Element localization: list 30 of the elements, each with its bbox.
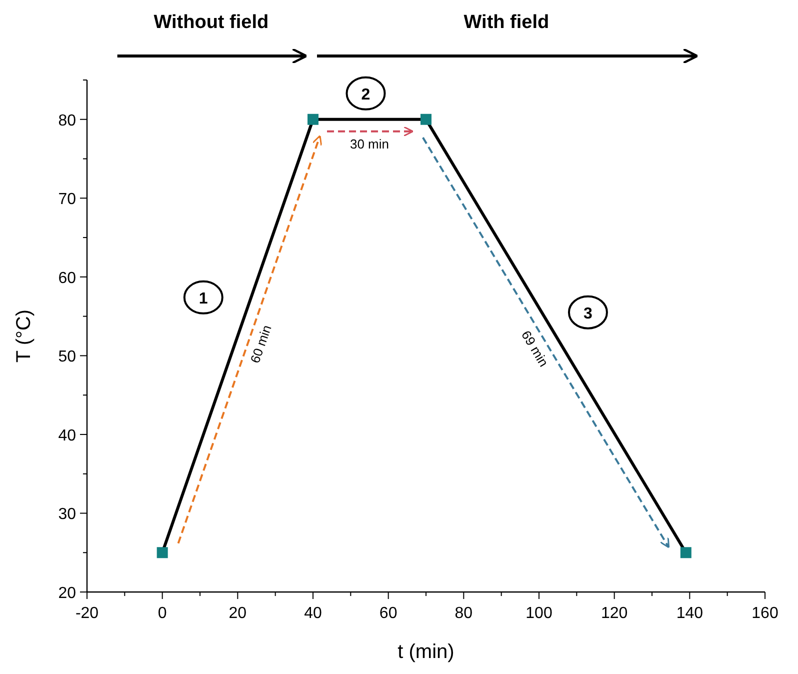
x-tick-label: 20 <box>228 605 247 622</box>
x-tick-label: -20 <box>75 605 99 622</box>
x-tick-label: 40 <box>304 605 322 622</box>
y-tick-label: 20 <box>58 585 76 602</box>
y-tick-label: 50 <box>58 348 76 366</box>
annotation: 69 min <box>518 328 552 370</box>
annotation: 60 min <box>247 323 274 365</box>
y-tick-label: 80 <box>58 112 76 130</box>
x-tick-label: 120 <box>600 605 628 622</box>
x-tick-label: 80 <box>454 605 473 622</box>
x-tick-label: 0 <box>158 605 167 622</box>
x-tick-label: 160 <box>752 605 778 622</box>
text: Without field <box>154 12 269 33</box>
x-tick-label: 100 <box>526 605 552 622</box>
x-tick-label: 60 <box>379 605 398 622</box>
text: With field <box>464 12 550 33</box>
annotation: 2 <box>361 86 370 104</box>
y-tick-label: 60 <box>58 270 76 287</box>
x-tick-label: 140 <box>676 605 704 622</box>
circled-number: 3 <box>568 295 608 330</box>
y-tick-label: 30 <box>58 506 76 524</box>
x-axis-title: t (min) <box>398 641 454 663</box>
annotation: 3 <box>584 305 593 322</box>
y-axis-title: T (°C) <box>13 309 35 363</box>
annotation: 30 min <box>350 136 390 152</box>
y-tick-label: 40 <box>58 427 76 444</box>
annotation: 1 <box>198 290 208 308</box>
y-tick-label: 70 <box>58 191 76 208</box>
circled-number: 1 <box>183 280 224 314</box>
circled-number: 2 <box>346 76 386 110</box>
